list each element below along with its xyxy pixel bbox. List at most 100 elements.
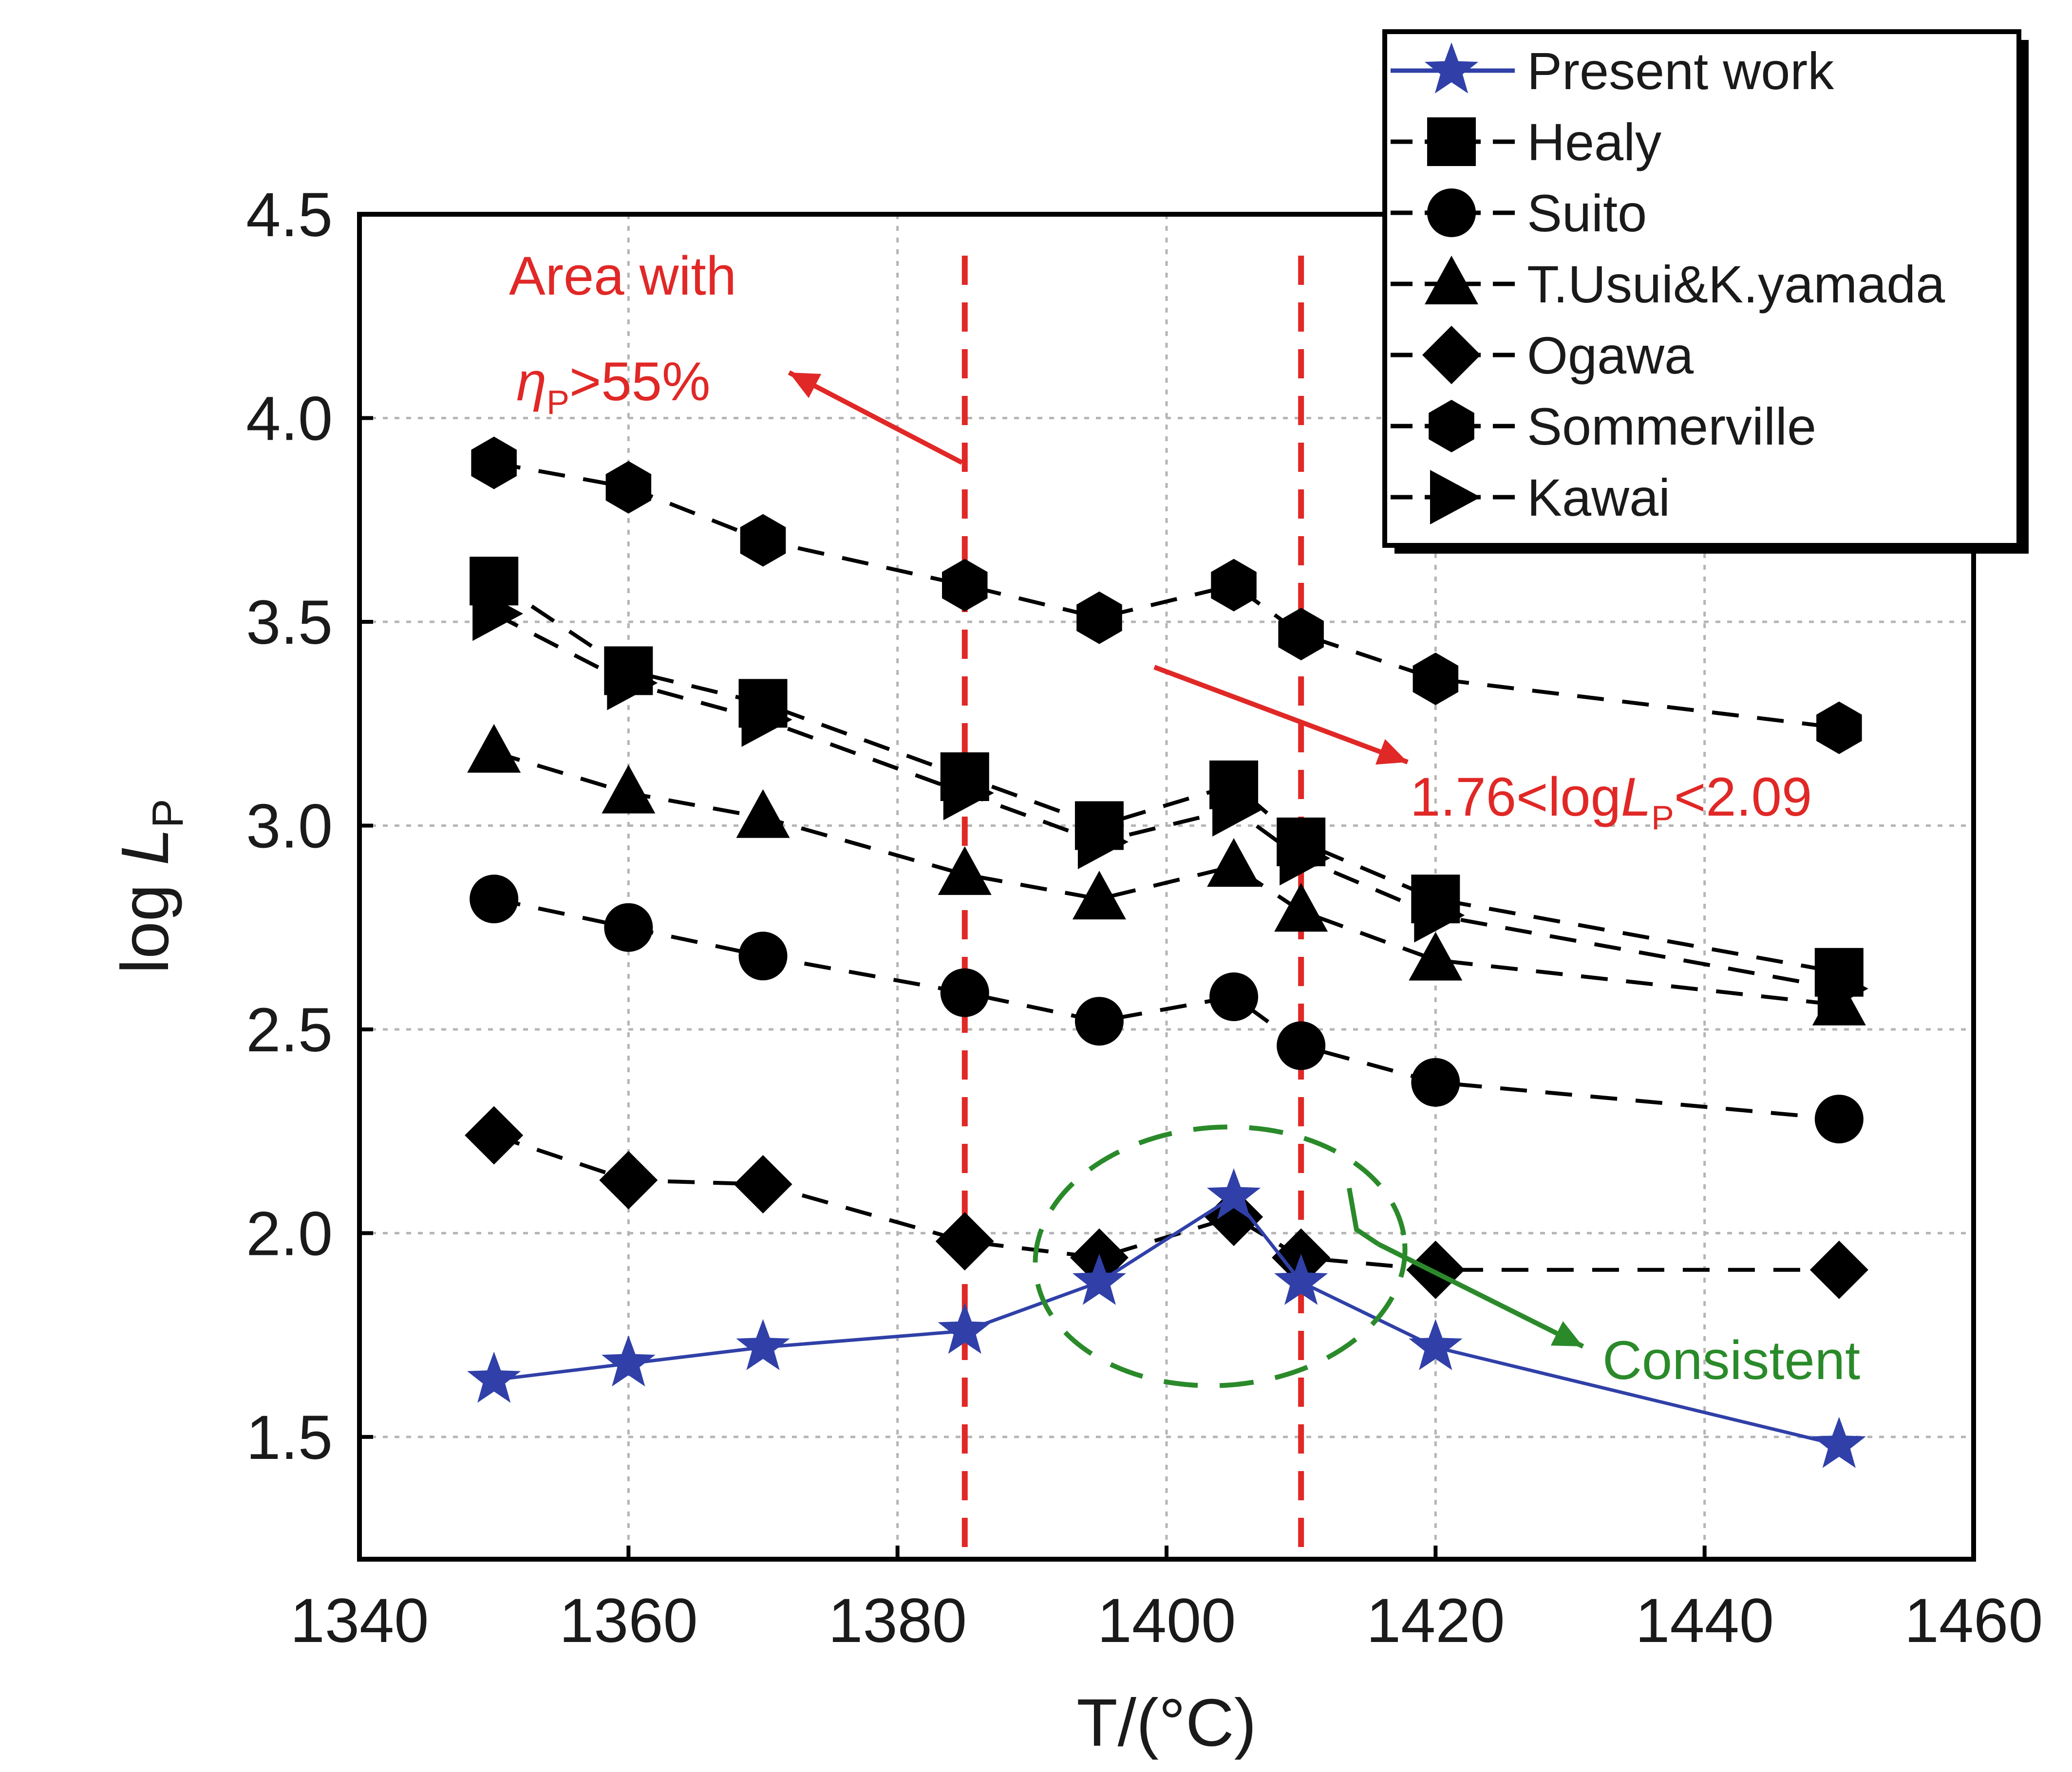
data-point-suito [1814,1095,1864,1144]
data-point-sommerville [1278,608,1324,661]
data-point-t-usui-k-yamada [1274,883,1328,932]
data-point-healy [738,679,788,728]
legend-marker-sommerville [1429,400,1474,452]
series-group [465,436,1868,1468]
legend-label-ogawa: Ogawa [1527,326,1694,385]
data-point-t-usui-k-yamada [1409,932,1463,981]
annotation-arrows [788,370,1584,1349]
data-point-sommerville [1076,591,1122,644]
data-point-healy [1277,817,1326,866]
legend-marker-suito [1427,188,1476,237]
legend-item-ogawa: Ogawa [1391,326,1694,385]
x-axis-title: T/(°C) [1076,1685,1256,1760]
legend-label-present-work: Present work [1527,41,1834,100]
arrow-consistent-head [1550,1321,1583,1346]
y-tick-label: 4.0 [246,384,333,453]
data-point-healy [1411,875,1460,924]
series-line-sommerville [493,461,1840,730]
arrow-consistent [1377,1242,1584,1349]
data-point-t-usui-k-yamada [938,846,992,895]
data-point-sommerville [1211,559,1257,612]
legend-label-kawai: Kawai [1527,468,1670,527]
data-point-present-work [1072,1253,1127,1305]
data-point-ogawa [734,1155,792,1213]
data-point-present-work [1274,1253,1328,1305]
data-point-suito [1277,1021,1326,1070]
arrow-range-shaft [1153,665,1409,765]
arrow-range-head [1375,739,1408,765]
data-point-suito [738,932,788,981]
x-tick-label: 1400 [1097,1586,1236,1656]
data-point-sommerville [471,436,517,489]
data-point-suito [470,875,519,924]
arrow-consistent-elbow [1347,1188,1380,1247]
legend-marker-present-work [1424,42,1479,93]
data-point-t-usui-k-yamada [736,789,790,838]
series-suito [470,875,1864,1144]
y-tick-label: 3.0 [246,791,333,861]
axis-ticks: 1340 1360 1380 1400 1420 1440 1460 1.5 2.0 2.5 3.0… [246,180,2043,1656]
legend-label-suito: Suito [1527,184,1647,242]
data-point-t-usui-k-yamada [1207,838,1261,887]
data-point-healy [1074,801,1124,850]
x-tick-label: 1460 [1904,1586,2043,1656]
legend-box [1382,29,2021,548]
data-point-sommerville [740,514,786,567]
x-tick-label: 1340 [290,1586,429,1656]
data-point-ogawa [1205,1187,1263,1246]
y-tick-label: 2.0 [246,1199,333,1268]
data-point-present-work [736,1319,790,1370]
legend-label-sommerville: Sommerville [1527,397,1816,456]
data-point-sommerville [1413,653,1459,706]
y-tick-label: 2.5 [246,995,333,1065]
data-point-healy [470,557,519,606]
data-point-ogawa [1406,1240,1465,1299]
series-line-suito [493,897,1840,1121]
data-point-present-work [1409,1319,1463,1370]
data-point-t-usui-k-yamada [1812,976,1866,1026]
x-tick-label: 1380 [828,1586,967,1656]
data-point-sommerville [605,461,652,514]
consistency-ellipse [1033,1124,1408,1388]
data-point-suito [604,903,653,952]
data-point-ogawa [465,1106,524,1165]
arrow-area-head [789,373,822,398]
data-point-suito [1209,972,1259,1021]
annotations: Area with ηP>55% 1.76<logLP<2.09 Consist… [509,245,1860,1391]
data-point-t-usui-k-yamada [1072,871,1126,920]
arrow-area [788,370,963,465]
annotation-logLp-range: 1.76<logLP<2.09 [1410,766,1812,837]
data-point-ogawa [599,1151,658,1210]
legend-label-healy: Healy [1527,112,1661,171]
data-point-present-work [1206,1168,1261,1219]
series-healy [470,557,1864,997]
arrow-range [1153,665,1409,765]
legend-marker-t-usui-k-yamada [1425,256,1478,304]
data-point-suito [1411,1058,1460,1107]
arrow-area-shaft [788,370,963,465]
legend-label-t-usui-k-yamada: T.Usui&K.yamada [1527,255,1945,314]
data-point-present-work [467,1351,521,1403]
data-point-suito [1074,997,1124,1046]
data-point-t-usui-k-yamada [467,724,521,773]
data-point-healy [604,646,653,695]
legend: Present work Healy Suito T.Usui&K.yamada Oga… [1382,29,2029,554]
x-tick-label: 1440 [1635,1586,1774,1656]
data-point-suito [940,968,989,1017]
annotation-consistent: Consistent [1602,1330,1860,1391]
annotation-area-with: Area with [509,245,736,306]
legend-item-present-work: Present work [1391,41,1834,100]
data-point-present-work [602,1335,656,1387]
data-point-present-work [1812,1417,1866,1468]
legend-item-sommerville: Sommerville [1391,397,1816,456]
legend-item-kawai: Kawai [1391,468,1670,527]
data-point-t-usui-k-yamada [602,765,656,814]
series-line-ogawa [493,1133,1839,1272]
legend-marker-kawai [1430,470,1481,524]
legend-marker-healy [1427,117,1476,166]
legend-marker-ogawa [1422,326,1481,384]
y-axis-title: log LP [108,799,192,973]
data-point-healy [940,752,989,802]
y-tick-label: 3.5 [246,588,333,657]
